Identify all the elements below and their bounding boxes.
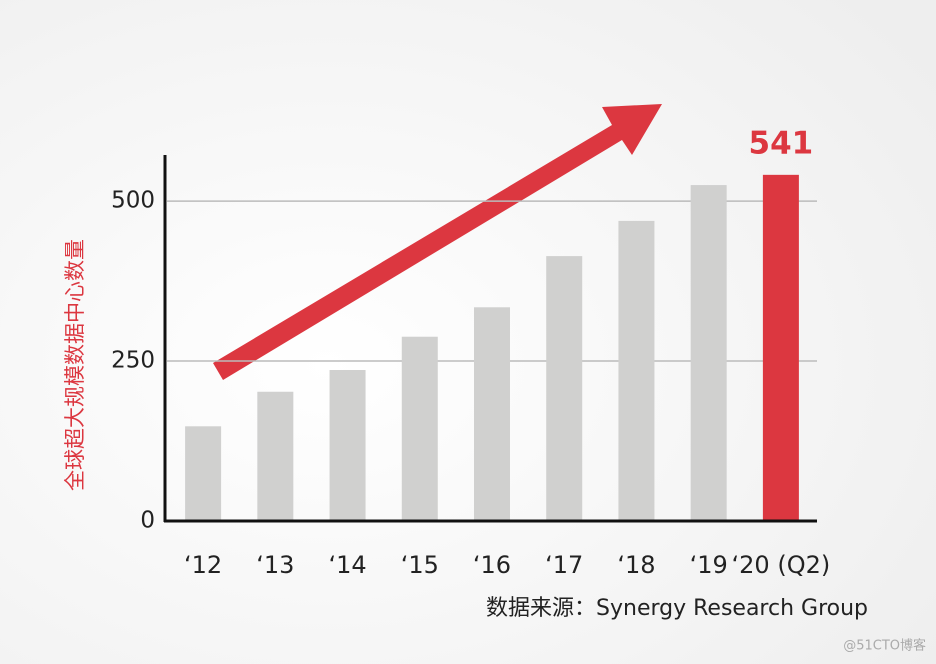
x-tick-label: ‘17 [545,551,583,579]
y-tick-label: 500 [111,188,155,214]
bar [762,174,799,521]
bar [185,426,222,521]
x-tick-label: ‘15 [401,551,439,579]
x-tick-label: ‘14 [328,551,366,579]
source: 数据来源：Synergy Research Group [486,596,868,621]
trend-arrow [213,104,662,380]
bar [257,391,294,521]
x-tick-label: ‘13 [256,551,294,579]
y-tick-label: 0 [140,508,155,534]
y-axis-label: 全球超大规模数据中心数量 [63,239,87,491]
watermark: @51CTO博客 [843,638,926,654]
x-tick-label: ‘16 [473,551,511,579]
x-tick-label: ‘20 (Q2) [732,551,831,579]
bar [329,369,366,521]
x-tick-label: ‘18 [617,551,655,579]
bar [546,256,583,521]
y-tick-label: 250 [111,348,155,374]
bar [474,307,510,521]
bar [401,336,438,521]
x-tick-label: ‘19 [690,551,728,579]
x-tick-label: ‘12 [184,551,222,579]
value-label: 541 [749,125,814,161]
bar [690,185,727,521]
bar [618,220,655,522]
